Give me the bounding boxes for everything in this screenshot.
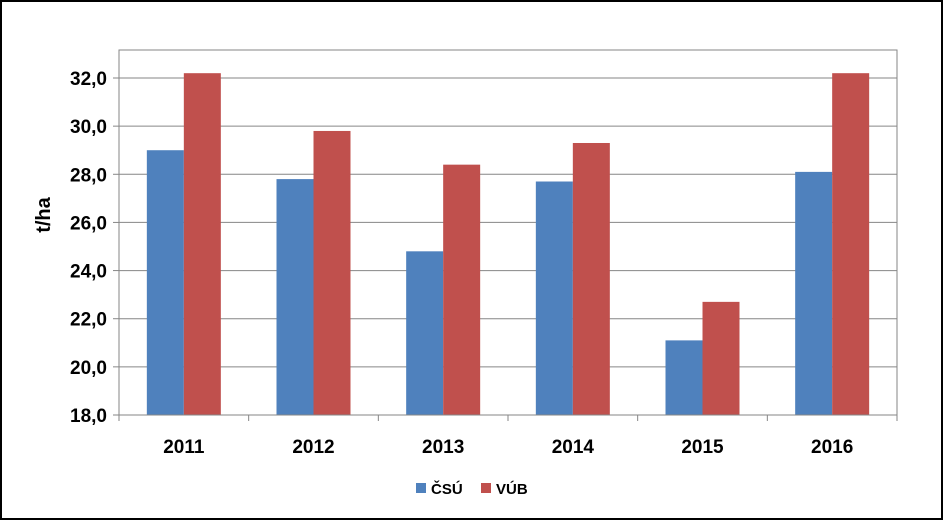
bars (146, 73, 870, 415)
axes (113, 50, 898, 421)
bar-vub-2012 (313, 130, 351, 415)
bar-csu-2013 (406, 251, 444, 415)
y-tick-label: 30,0 (70, 117, 107, 138)
bar-csu-2015 (665, 340, 703, 415)
x-tick-label: 2011 (163, 437, 205, 458)
x-tick-labels: 2011 2012 2013 2014 2015 2016 (163, 437, 853, 458)
bar-csu-2011 (146, 150, 184, 415)
y-tick-label: 28,0 (70, 165, 107, 186)
y-tick-label: 18,0 (70, 406, 107, 427)
x-tick-label: 2016 (811, 437, 853, 458)
legend-swatch-csu (416, 483, 426, 493)
bar-vub-2013 (443, 164, 481, 415)
x-tick-label: 2014 (552, 437, 595, 458)
y-tick-label: 20,0 (70, 358, 107, 379)
y-tick-label: 22,0 (70, 310, 107, 331)
plot-area (118, 49, 898, 416)
bar-vub-2014 (572, 142, 610, 415)
bar-csu-2014 (535, 181, 573, 415)
grid-lines (119, 77, 897, 368)
y-tick-label: 32,0 (70, 69, 107, 90)
legend-label-csu: ČSÚ (431, 480, 463, 498)
x-tick-label: 2015 (681, 437, 724, 458)
x-tick-label: 2013 (422, 437, 464, 458)
y-tick-label: 26,0 (70, 213, 107, 234)
y-tick-labels: 18,0 20,0 22,0 24,0 26,0 28,0 30,0 32,0 (70, 69, 107, 427)
bar-vub-2015 (702, 301, 740, 415)
legend-swatch-vub (481, 483, 491, 493)
y-tick-label: 24,0 (70, 262, 107, 283)
y-axis-title: t/ha (33, 196, 55, 232)
bar-vub-2011 (183, 73, 221, 415)
bar-csu-2016 (795, 171, 833, 415)
bar-csu-2012 (276, 179, 314, 415)
legend-label-vub: VÚB (496, 480, 528, 498)
legend: ČSÚ VÚB (416, 480, 528, 498)
x-tick-label: 2012 (292, 437, 334, 458)
bar-vub-2016 (832, 73, 870, 415)
